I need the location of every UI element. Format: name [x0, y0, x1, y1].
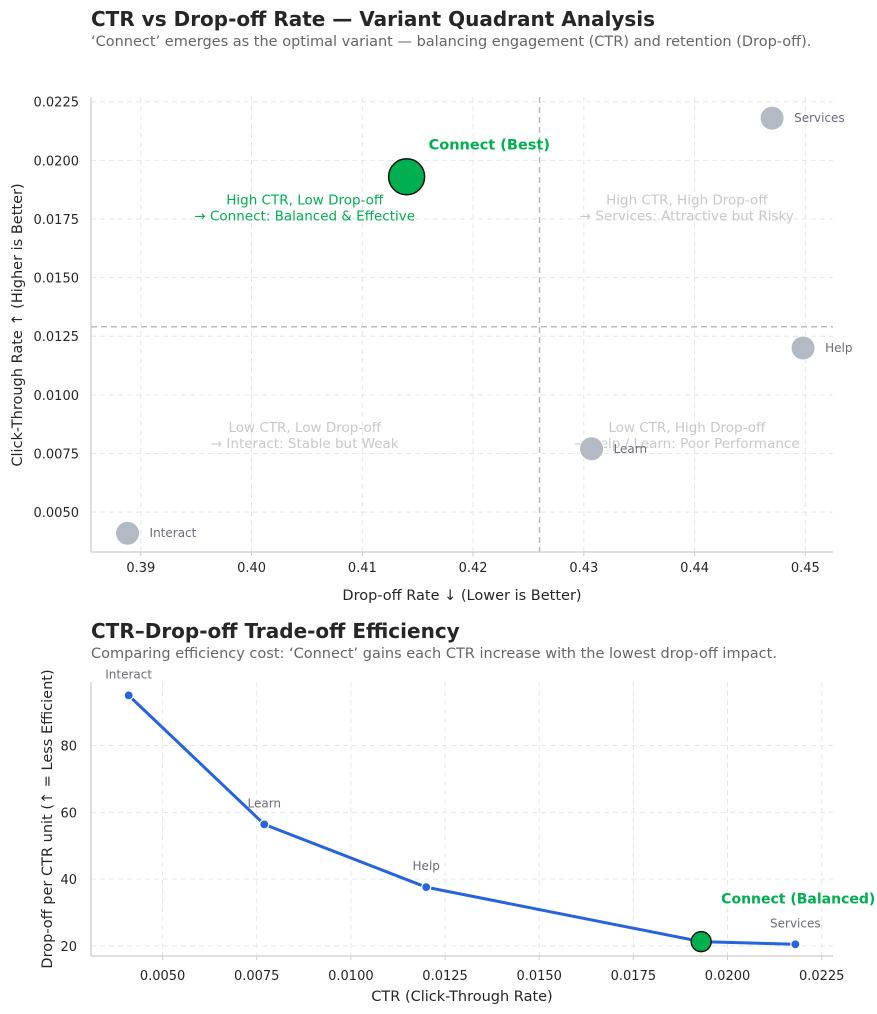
- quadrant-label-high-ctr-low-drop-off: High CTR, Low Drop-off: [226, 192, 384, 208]
- top-x-tick-label: 0.41: [348, 561, 377, 576]
- top-y-tick-label: 0.0100: [34, 389, 80, 404]
- top-x-tick-label: 0.44: [680, 561, 709, 576]
- top-chart-subtitle: ‘Connect’ emerges as the optimal variant…: [91, 34, 811, 50]
- top-y-tick-label: 0.0150: [34, 272, 80, 287]
- bottom-y-axis-label: Drop-off per CTR unit (↑ = Less Efficien…: [40, 669, 56, 968]
- point-label-interact: Interact: [150, 526, 197, 540]
- point-label-services: Services: [794, 111, 845, 125]
- best-balanced-label: Connect (Balanced): [721, 892, 875, 908]
- bottom-plot-area: 0.0050 0.0075 0.0100 0.0125 0.0150 0.0175 0.02…: [60, 667, 875, 984]
- line-point-services: [790, 939, 801, 950]
- bottom-x-tick-label: 0.0075: [234, 969, 280, 984]
- line-point-help: [421, 882, 432, 893]
- top-chart-title: CTR vs Drop-off Rate — Variant Quadrant …: [91, 7, 655, 31]
- bottom-y-tick-label: 60: [60, 806, 77, 821]
- quadrant-label-connect-balanced-effective: → Connect: Balanced & Effective: [194, 208, 415, 224]
- line-point-learn: [259, 819, 270, 830]
- bottom-chart-subtitle: Comparing efficiency cost: ‘Connect’ gai…: [91, 646, 777, 662]
- top-x-tick-label: 0.39: [126, 561, 155, 576]
- bottom-x-tick-label: 0.0200: [705, 969, 751, 984]
- bottom-x-tick-label: 0.0225: [799, 969, 845, 984]
- quadrant-label-help-learn-poor-performance: → Help / Learn: Poor Performance: [574, 436, 800, 452]
- top-x-axis-label: Drop-off Rate ↓ (Lower is Better): [342, 588, 581, 604]
- point-services: [759, 105, 785, 131]
- point-learn: [579, 436, 605, 462]
- best-variant-label: Connect (Best): [429, 138, 550, 154]
- bottom-y-tick-label: 40: [60, 873, 77, 888]
- line-point-label-learn: Learn: [247, 796, 281, 810]
- quadrant-label-interact-stable-but-weak: → Interact: Stable but Weak: [211, 436, 399, 452]
- bottom-x-tick-label: 0.0125: [422, 969, 468, 984]
- point-label-learn: Learn: [614, 442, 648, 456]
- bottom-x-axis-label: CTR (Click-Through Rate): [371, 989, 552, 1005]
- point-help: [790, 335, 816, 361]
- top-y-tick-label: 0.0050: [34, 506, 80, 521]
- bottom-chart-title: CTR–Drop-off Trade-off Efficiency: [91, 619, 460, 643]
- top-y-tick-label: 0.0075: [34, 447, 80, 462]
- top-x-tick-label: 0.40: [237, 561, 266, 576]
- top-plot-area: 0.39 0.40 0.41 0.42 0.43 0.44 0.45 0.0050 0.0075…: [34, 96, 853, 576]
- line-point-label-services: Services: [770, 916, 821, 930]
- quadrant-label-low-ctr-low-drop-off: Low CTR, Low Drop-off: [228, 420, 381, 436]
- line-point-connect: [690, 930, 712, 953]
- line-point-interact: [123, 690, 134, 701]
- top-y-tick-label: 0.0125: [34, 330, 80, 345]
- quadrant-label-low-ctr-high-drop-off: Low CTR, High Drop-off: [608, 420, 766, 436]
- top-x-tick-label: 0.45: [791, 561, 820, 576]
- bottom-x-tick-label: 0.0100: [328, 969, 374, 984]
- quadrant-label-high-ctr-high-drop-off: High CTR, High Drop-off: [606, 192, 768, 208]
- line-point-label-help: Help: [413, 859, 440, 873]
- efficiency-line: [127, 694, 796, 946]
- top-y-tick-label: 0.0200: [34, 154, 80, 169]
- top-x-tick-label: 0.43: [569, 561, 598, 576]
- quadrant-label-services-attractive-but-risky: → Services: Attractive but Risky: [580, 208, 794, 224]
- line-point-label-interact: Interact: [105, 667, 152, 681]
- bottom-y-tick-label: 80: [60, 739, 77, 754]
- bottom-x-tick-label: 0.0175: [611, 969, 657, 984]
- top-y-axis-label: Click-Through Rate ↑ (Higher is Better): [10, 183, 26, 466]
- point-connect: [387, 157, 426, 196]
- bottom-x-tick-label: 0.0150: [516, 969, 562, 984]
- top-y-tick-label: 0.0175: [34, 213, 80, 228]
- top-x-tick-label: 0.42: [459, 561, 488, 576]
- bottom-y-tick-label: 20: [60, 940, 77, 955]
- point-label-help: Help: [825, 341, 852, 355]
- bottom-x-tick-label: 0.0050: [140, 969, 186, 984]
- top-y-tick-label: 0.0225: [34, 96, 80, 111]
- point-interact: [115, 520, 141, 546]
